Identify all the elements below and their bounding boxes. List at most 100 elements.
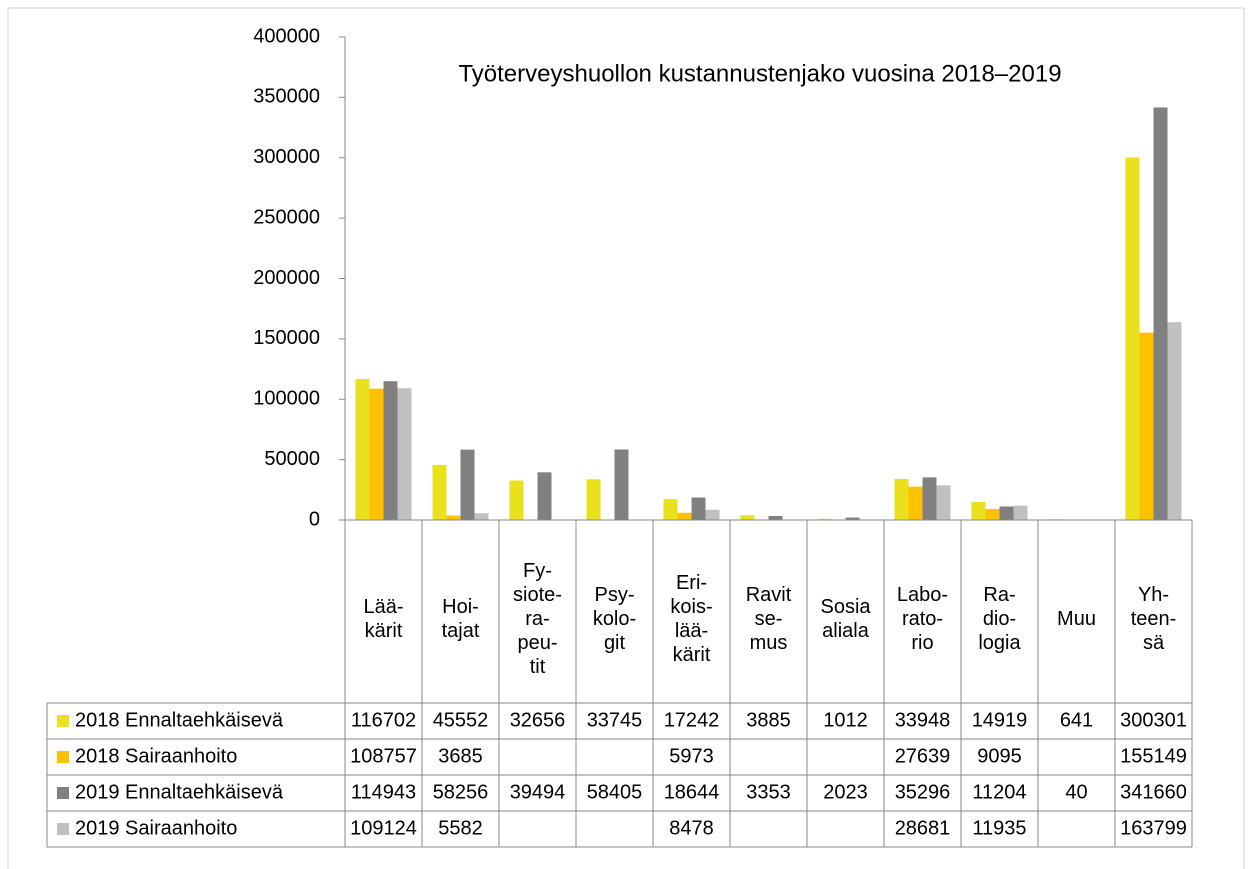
chart-border	[7, 7, 1245, 869]
bar	[908, 486, 923, 520]
legend-key	[57, 715, 69, 727]
y-tick-label: 150000	[253, 327, 320, 349]
x-tick-label: Ra-	[983, 584, 1015, 606]
bar	[586, 479, 601, 520]
table-value: 3685	[438, 745, 483, 767]
bar	[474, 513, 489, 520]
x-tick-label: kois-	[670, 596, 712, 618]
bar	[537, 472, 552, 520]
table-value: 1012	[823, 709, 868, 731]
x-tick-label: Sosia	[820, 596, 871, 618]
bar	[509, 480, 524, 520]
y-tick-label: 0	[309, 508, 320, 530]
x-tick-label: dio-	[983, 608, 1016, 630]
x-tick-label: logia	[978, 632, 1021, 654]
bar	[817, 518, 832, 520]
bar	[663, 499, 678, 520]
table-value: 5973	[669, 745, 714, 767]
bar	[369, 388, 384, 520]
x-tick-label: Fy-	[523, 560, 552, 582]
legend-key	[57, 751, 69, 763]
bar	[691, 497, 706, 520]
bar	[985, 509, 1000, 520]
x-tick-label: ra-	[525, 608, 549, 630]
bar	[355, 379, 370, 520]
table-value: 3353	[746, 781, 791, 803]
bar	[705, 509, 720, 520]
bar	[999, 506, 1014, 520]
bar	[845, 517, 860, 520]
x-tick-label: rato-	[902, 608, 943, 630]
x-tick-label: kärit	[673, 644, 711, 666]
table-value: 28681	[895, 817, 951, 839]
table-value: 27639	[895, 745, 951, 767]
bar	[1167, 322, 1182, 520]
bar	[1013, 505, 1028, 520]
table-value: 17242	[664, 709, 720, 731]
bar	[460, 449, 475, 520]
table-value: 341660	[1120, 781, 1187, 803]
table-value: 163799	[1120, 817, 1187, 839]
legend-key	[57, 823, 69, 835]
bar	[397, 388, 412, 520]
bar	[1139, 332, 1154, 520]
legend-key	[57, 787, 69, 799]
table-value: 155149	[1120, 745, 1187, 767]
table-value: 109124	[350, 817, 417, 839]
y-tick-label: 250000	[253, 206, 320, 228]
x-tick-label: Labo-	[897, 584, 948, 606]
table-value: 2023	[823, 781, 868, 803]
x-tick-label: Ravit	[746, 584, 792, 606]
x-tick-label: Muu	[1057, 608, 1096, 630]
x-tick-label: Lää-	[363, 596, 403, 618]
bar	[446, 515, 461, 520]
x-tick-label: rio	[911, 632, 933, 654]
table-value: 33745	[587, 709, 643, 731]
x-tick-label: tit	[530, 656, 546, 678]
table-value: 8478	[669, 817, 714, 839]
table-value: 3885	[746, 709, 791, 731]
legend-label: 2018 Ennaltaehkäisevä	[75, 709, 284, 731]
table-value: 45552	[433, 709, 489, 731]
table-value: 5582	[438, 817, 483, 839]
bar	[922, 477, 937, 520]
table-value: 32656	[510, 709, 566, 731]
y-tick-label: 100000	[253, 388, 320, 410]
bar	[614, 449, 629, 520]
x-tick-label: se-	[755, 608, 783, 630]
bar	[740, 515, 755, 520]
x-tick-label: Hoi-	[442, 596, 479, 618]
table-value: 35296	[895, 781, 951, 803]
table-value: 33948	[895, 709, 951, 731]
x-tick-label: teen-	[1131, 608, 1177, 630]
table-value: 641	[1060, 709, 1093, 731]
bar	[1153, 107, 1168, 520]
table-value: 11935	[972, 817, 1026, 839]
table-value: 114943	[351, 781, 416, 803]
x-tick-label: tajat	[442, 620, 480, 642]
x-tick-label: peu-	[517, 632, 557, 654]
x-tick-label: Yh-	[1138, 584, 1169, 606]
y-tick-label: 200000	[253, 267, 320, 289]
x-tick-label: sä	[1143, 632, 1165, 654]
x-tick-label: kärit	[365, 620, 403, 642]
table-value: 14919	[972, 709, 1028, 731]
y-tick-label: 300000	[253, 146, 320, 168]
chart-title: Työterveyshuollon kustannustenjako vuosi…	[458, 60, 1061, 87]
table-value: 39494	[510, 781, 566, 803]
x-tick-label: lää-	[675, 620, 708, 642]
x-tick-label: Eri-	[676, 572, 707, 594]
bar	[936, 485, 951, 520]
table-value: 300301	[1120, 709, 1187, 731]
x-tick-label: kolo-	[593, 608, 636, 630]
y-tick-label: 50000	[264, 448, 320, 470]
x-tick-label: siote-	[513, 584, 562, 606]
y-tick-label: 400000	[253, 25, 320, 47]
x-tick-label: aliala	[822, 620, 870, 642]
legend-label: 2019 Sairaanhoito	[75, 817, 237, 839]
legend-label: 2019 Ennaltaehkäisevä	[75, 781, 284, 803]
table-value: 116702	[351, 709, 416, 731]
table-value: 108757	[350, 745, 417, 767]
table-value: 11204	[972, 781, 1026, 803]
